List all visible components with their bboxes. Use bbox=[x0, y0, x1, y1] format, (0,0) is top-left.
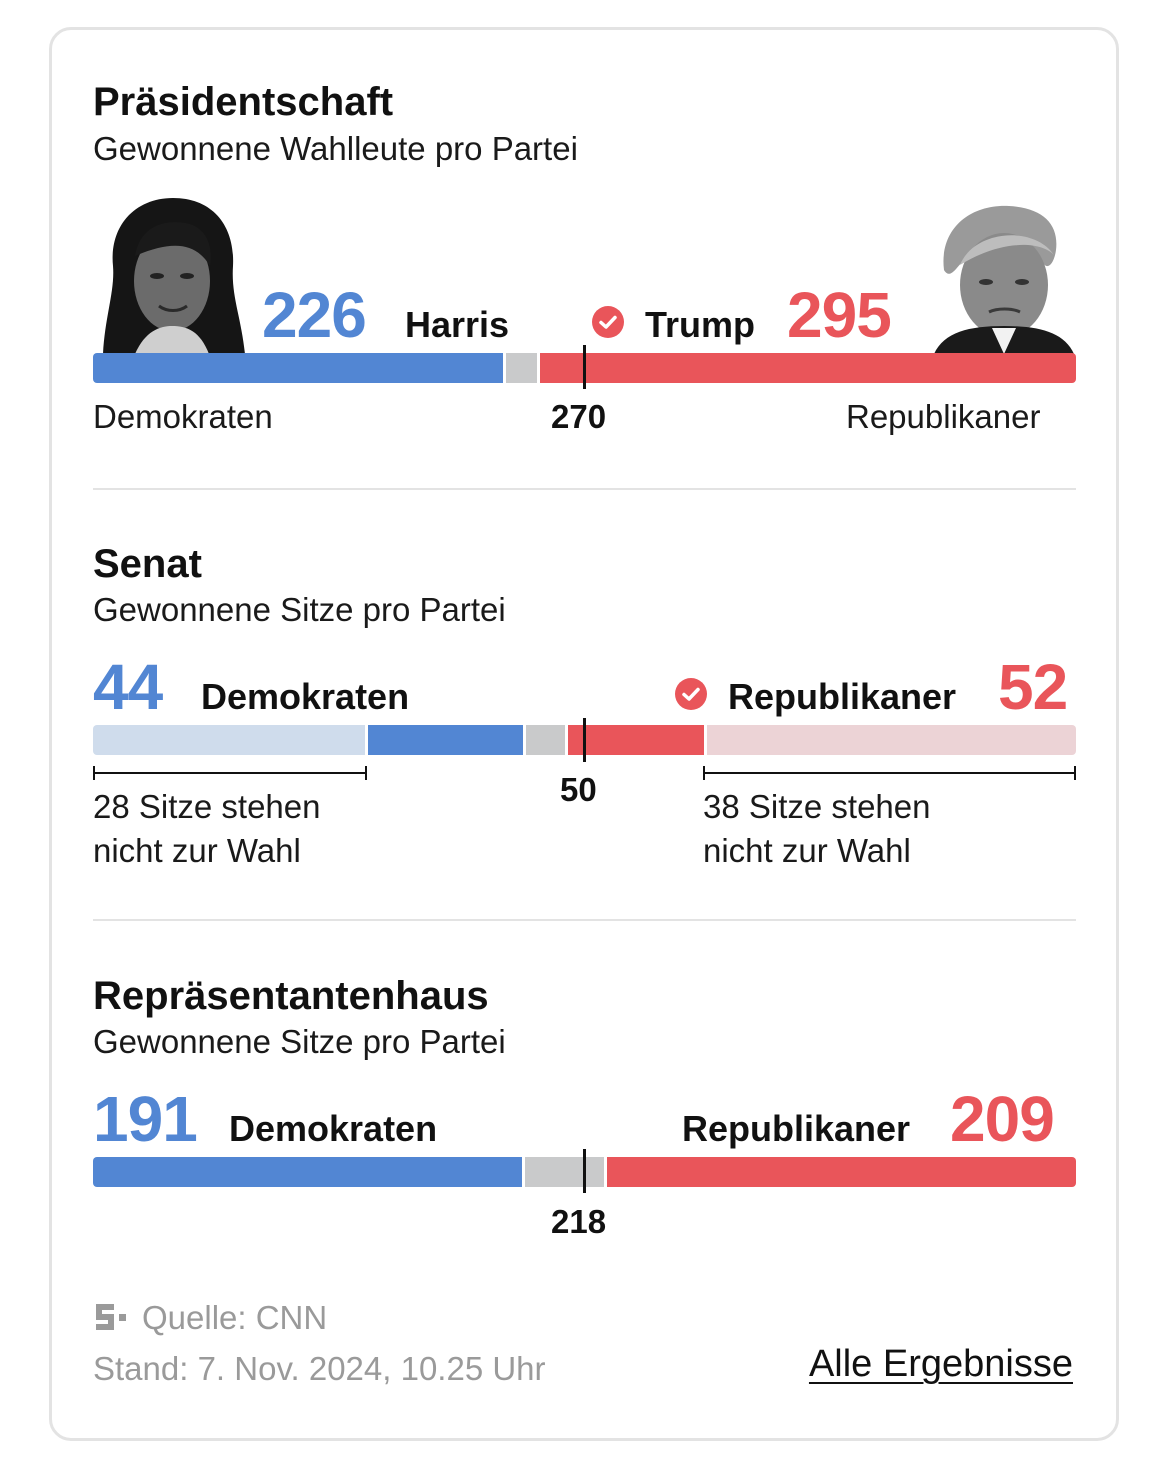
divider bbox=[93, 919, 1076, 921]
house-title: Repräsentantenhaus bbox=[93, 974, 489, 1018]
source-text: Quelle: CNN bbox=[142, 1299, 328, 1336]
check-circle-icon bbox=[675, 678, 707, 710]
senate-dem-bracket bbox=[93, 766, 367, 780]
trump-portrait-icon bbox=[934, 205, 1074, 354]
senate-bar bbox=[93, 725, 1076, 755]
senate-open-segment bbox=[526, 725, 566, 755]
president-threshold: 270 bbox=[551, 398, 607, 435]
president-rep-name: Trump bbox=[645, 304, 756, 345]
president-subtitle: Gewonnene Wahlleute pro Partei bbox=[93, 130, 578, 167]
president-right-label: Republikaner bbox=[846, 398, 1041, 435]
house-rep-value: 209 bbox=[950, 1083, 1055, 1155]
senate-dem-notup-segment bbox=[93, 725, 365, 755]
senate-subtitle: Gewonnene Sitze pro Partei bbox=[93, 591, 506, 628]
house-threshold: 218 bbox=[551, 1203, 607, 1240]
house-subtitle: Gewonnene Sitze pro Partei bbox=[93, 1023, 506, 1060]
harris-portrait-icon bbox=[103, 198, 245, 354]
senate-rep-bracket bbox=[703, 766, 1076, 780]
president-threshold-tick bbox=[583, 345, 586, 389]
president-bar bbox=[93, 353, 1076, 383]
senate-rep-not-up: 38 Sitze stehen nicht zur Wahl bbox=[703, 788, 931, 869]
senate-dem-not-up: 28 Sitze stehen nicht zur Wahl bbox=[93, 788, 321, 869]
senate-rep-name: Republikaner bbox=[728, 676, 957, 717]
house-dem-segment bbox=[93, 1157, 522, 1187]
house-dem-value: 191 bbox=[93, 1083, 198, 1155]
president-dem-segment bbox=[93, 353, 504, 383]
house-bar bbox=[93, 1157, 1076, 1187]
house-threshold-tick bbox=[583, 1149, 586, 1193]
president-dem-value: 226 bbox=[262, 279, 367, 351]
stand-text: Stand: 7. Nov. 2024, 10.25 Uhr bbox=[93, 1350, 546, 1387]
spiegel-s-logo-icon bbox=[96, 1304, 126, 1330]
all-results-link[interactable]: Alle Ergebnisse bbox=[808, 1343, 1073, 1385]
house-rep-segment bbox=[606, 1157, 1076, 1187]
house-dem-name: Demokraten bbox=[229, 1108, 438, 1149]
house-open-segment bbox=[524, 1157, 604, 1187]
senate-rep-segment bbox=[568, 725, 705, 755]
senate-dem-value: 44 bbox=[93, 651, 163, 723]
divider bbox=[93, 488, 1076, 490]
president-rep-value: 295 bbox=[787, 279, 892, 351]
president-left-label: Demokraten bbox=[93, 398, 273, 435]
senate-rep-notup-segment bbox=[707, 725, 1076, 755]
senate-threshold: 50 bbox=[560, 771, 597, 808]
senate-dem-segment bbox=[367, 725, 524, 755]
senate-rep-value: 52 bbox=[998, 651, 1068, 723]
senate-threshold-tick bbox=[583, 718, 586, 762]
president-dem-name: Harris bbox=[405, 304, 510, 345]
president-open-segment bbox=[506, 353, 538, 383]
house-rep-name: Republikaner bbox=[682, 1108, 911, 1149]
president-title: Präsidentschaft bbox=[93, 80, 394, 124]
president-rep-segment bbox=[540, 353, 1076, 383]
check-circle-icon bbox=[592, 306, 624, 338]
senate-dem-name: Demokraten bbox=[201, 676, 410, 717]
senate-title: Senat bbox=[93, 542, 202, 586]
